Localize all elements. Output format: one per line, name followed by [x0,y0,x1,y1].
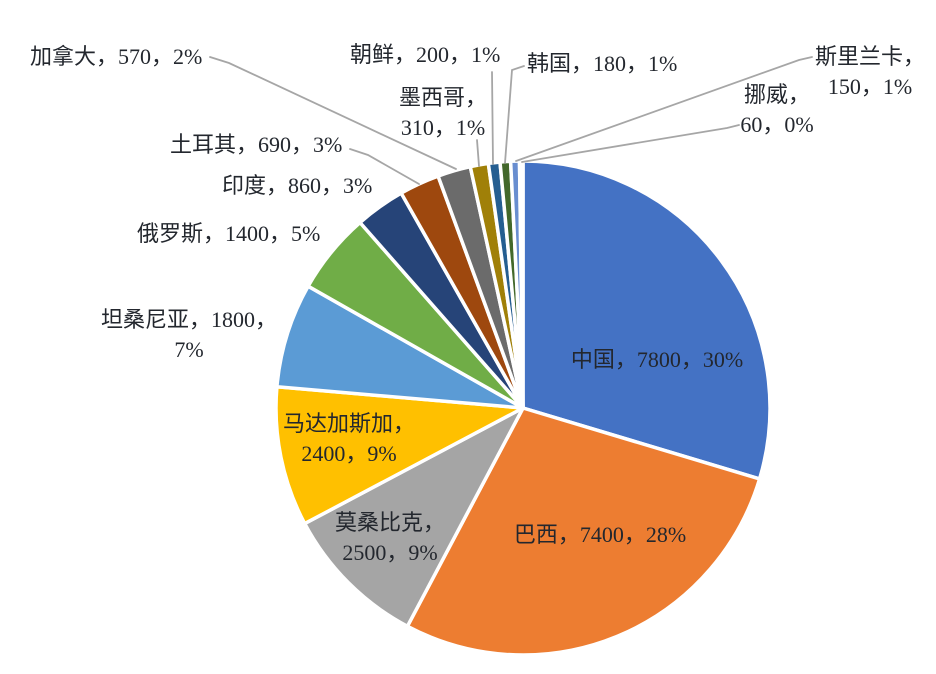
leader-line-sri-lanka [515,56,813,162]
pie-slice-mozambique [302,406,525,629]
pie-slice-brazil [405,406,762,657]
leader-line-turkey [349,148,420,185]
leader-line-mexico [476,139,480,167]
leader-line-canada [209,56,457,170]
leader-line-north-korea [491,71,494,165]
pie-slice-tanzania [275,284,525,410]
pie-slice-china [521,159,772,481]
leader-line-south-korea [504,65,525,164]
pie-slice-madagascar [274,385,525,526]
leader-line-norway [521,124,740,163]
